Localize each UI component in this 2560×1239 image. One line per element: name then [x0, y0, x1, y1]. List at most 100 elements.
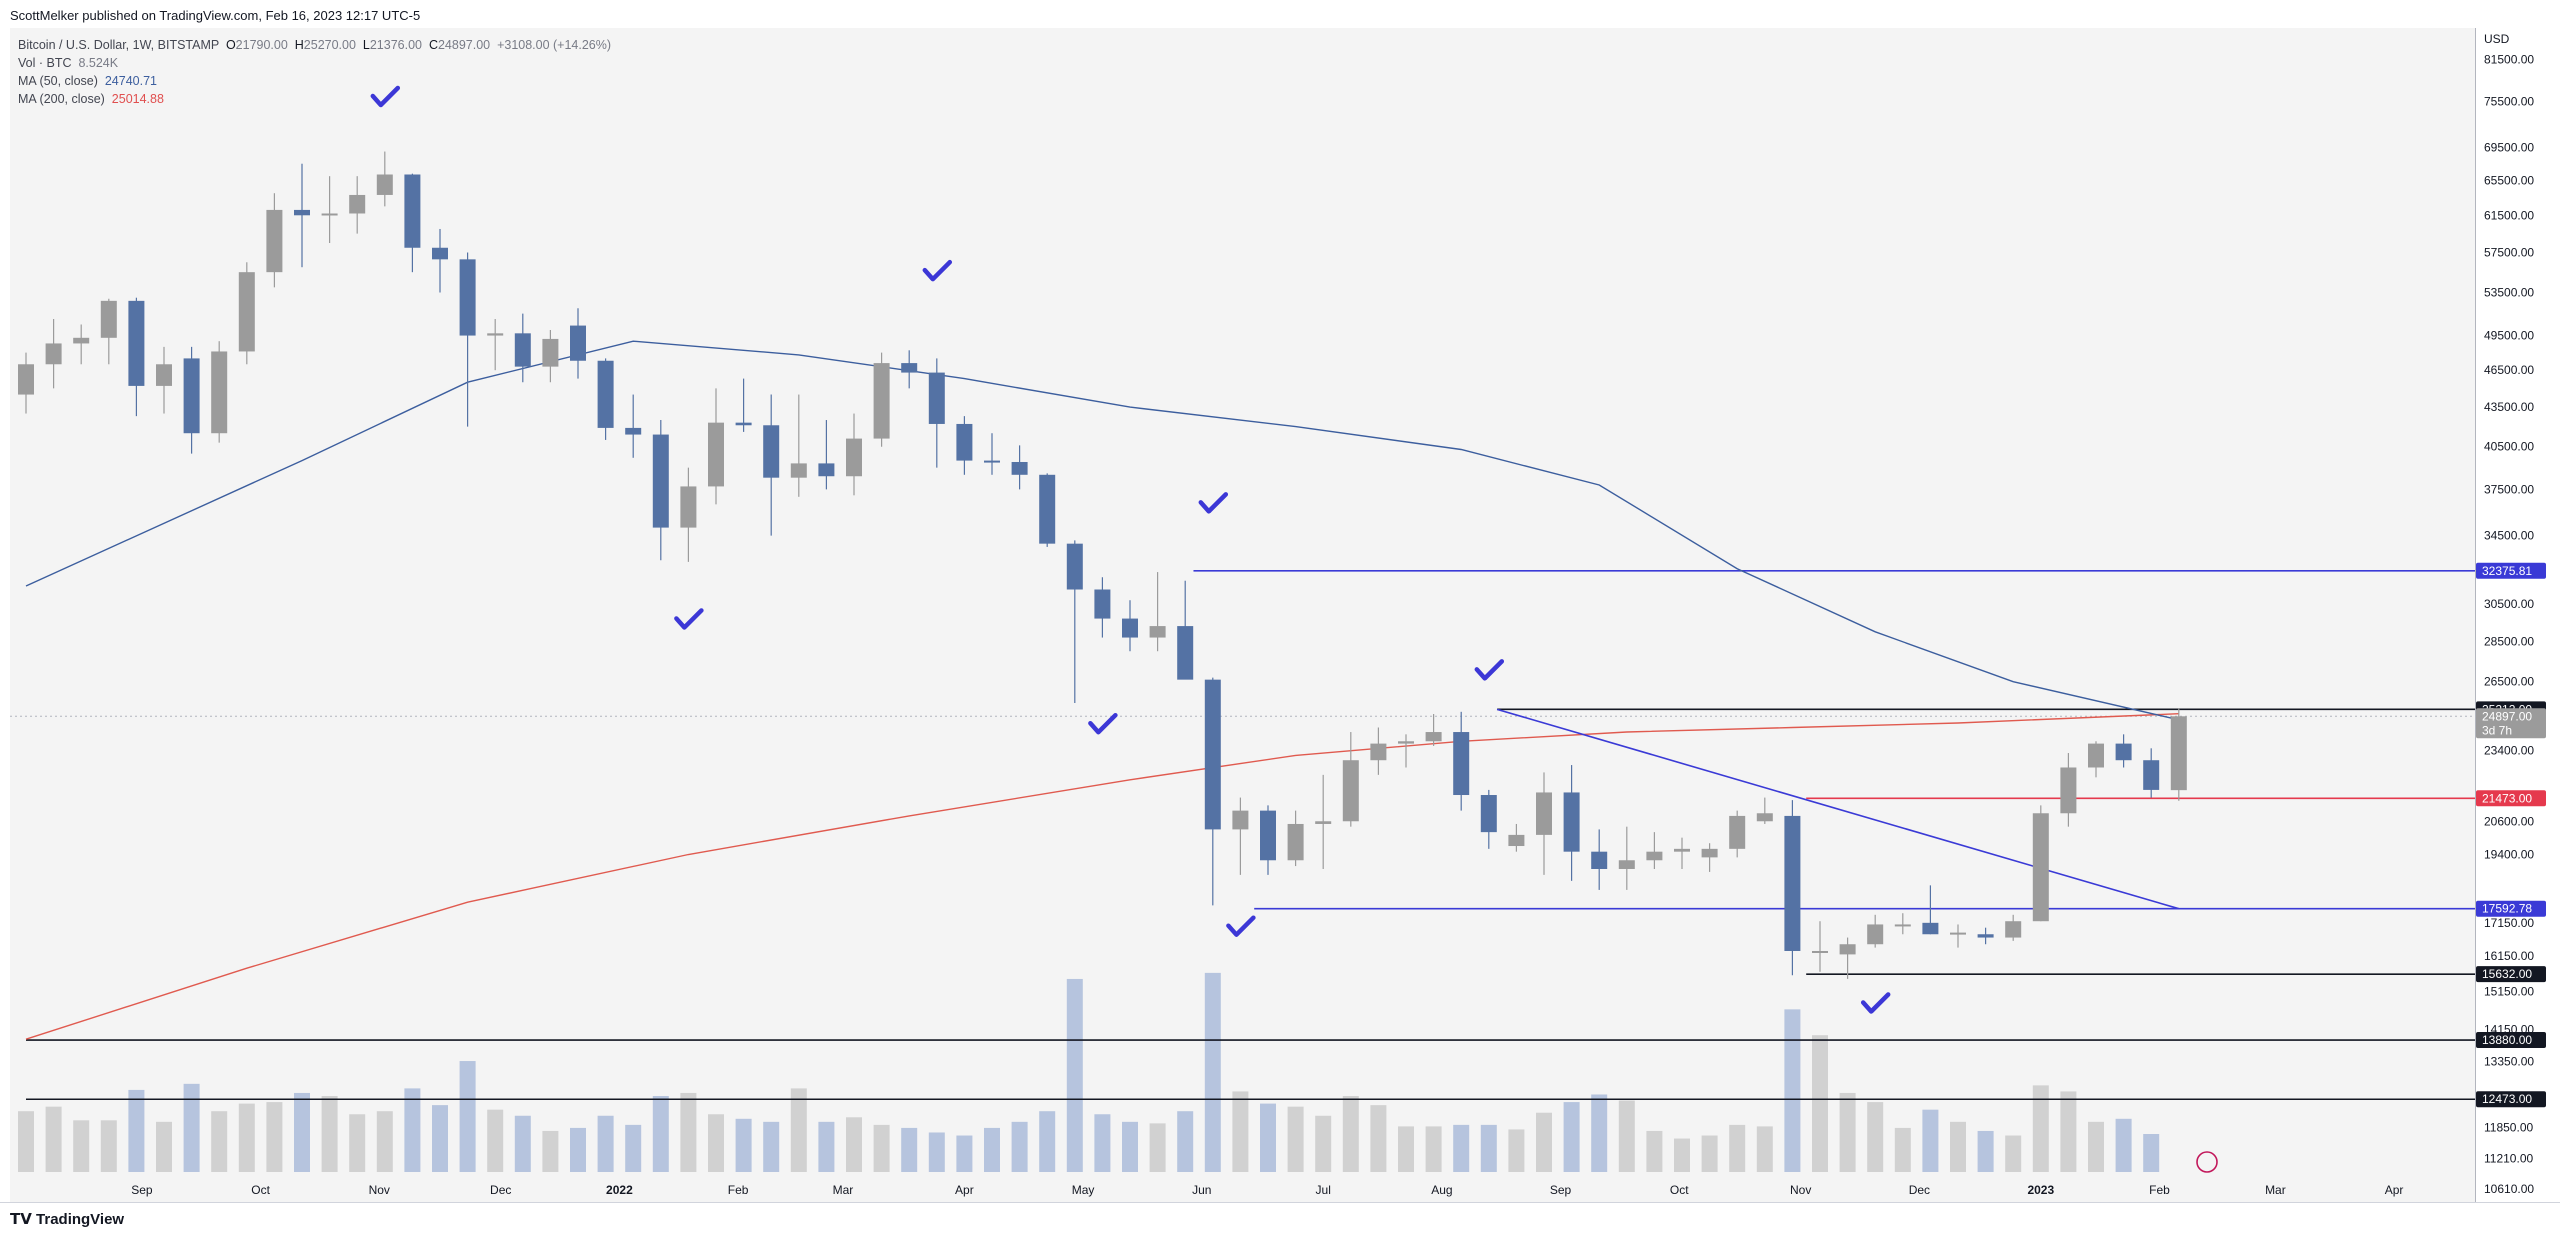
volume-value: 8.524K: [78, 56, 119, 70]
ohlc-close: 24897.00: [437, 38, 491, 52]
x-axis-label: Oct: [1670, 1183, 1689, 1197]
candle-body: [349, 194, 366, 214]
ma50-label[interactable]: MA (50, close): [18, 74, 98, 88]
volume-bar: [183, 1083, 200, 1172]
price-axis-svg[interactable]: 81500.00 75500.00 69500.00 65500.00 61500.00…: [2476, 28, 2560, 1202]
y-axis-label: 65500.00: [2484, 173, 2534, 187]
volume-bar: [901, 1127, 918, 1172]
volume-bar: [1784, 1009, 1801, 1172]
y-axis-label: 46500.00: [2484, 363, 2534, 377]
volume-bar: [1812, 1035, 1828, 1172]
candle-body: [597, 360, 614, 428]
symbol-name[interactable]: Bitcoin / U.S. Dollar, 1W, BITSTAMP: [18, 38, 219, 52]
chart-area[interactable]: Sep Oct Nov Dec 2022 Feb Mar Apr May Jun Jul Aug Sep…: [10, 28, 2475, 1202]
candle-body: [1315, 821, 1332, 824]
candle-body: [2170, 716, 2187, 791]
candle-body: [1977, 934, 1994, 938]
y-axis-label: 57500.00: [2484, 246, 2534, 260]
volume-bar: [597, 1115, 614, 1172]
y-axis-label: 26500.00: [2484, 675, 2534, 689]
candle-body: [1894, 924, 1911, 927]
ma200-label[interactable]: MA (200, close): [18, 92, 105, 106]
candle-body: [1729, 815, 1746, 849]
candle-body: [266, 209, 283, 273]
volume-bar: [128, 1089, 145, 1172]
volume-bar: [763, 1121, 780, 1172]
volume-bar: [404, 1088, 421, 1172]
candle-body: [1453, 732, 1470, 796]
candle-body: [1342, 760, 1359, 822]
candle-body: [238, 272, 255, 352]
volume-bar: [1094, 1114, 1111, 1172]
x-axis-label: Apr: [2385, 1183, 2404, 1197]
price-axis[interactable]: 81500.00 75500.00 69500.00 65500.00 61500.00…: [2475, 28, 2560, 1202]
price-tag: [2476, 562, 2546, 579]
volume-bar: [1480, 1124, 1497, 1172]
price-tag: [2476, 708, 2546, 739]
volume-label[interactable]: Vol · BTC: [18, 56, 72, 70]
price-chart[interactable]: Sep Oct Nov Dec 2022 Feb Mar Apr May Jun Jul Aug Sep…: [10, 28, 2475, 1202]
volume-bar: [2032, 1085, 2049, 1172]
y-axis-label: 16150.00: [2484, 949, 2534, 963]
symbol-line: Bitcoin / U.S. Dollar, 1W, BITSTAMP O217…: [18, 36, 611, 54]
candle-body: [404, 174, 421, 248]
candle-body: [156, 364, 172, 386]
candle-body: [1232, 810, 1249, 830]
candle-body: [1094, 589, 1111, 619]
y-axis-label: 61500.00: [2484, 208, 2534, 222]
volume-bar: [680, 1092, 697, 1172]
volume-bar: [625, 1124, 642, 1172]
y-axis-label: 34500.00: [2484, 529, 2534, 543]
tradingview-brand: TradingView: [36, 1211, 125, 1228]
volume-bar: [1398, 1126, 1414, 1172]
candle-body: [2032, 813, 2049, 922]
volume-bar: [570, 1127, 586, 1172]
candle-body: [2088, 743, 2104, 768]
candle-body: [73, 337, 90, 344]
volume-bar: [2143, 1134, 2160, 1172]
candle-body: [652, 434, 669, 528]
y-axis-label: 23400.00: [2484, 744, 2534, 758]
candle-body: [873, 363, 890, 439]
volume-bar: [1867, 1102, 1884, 1172]
candle-body: [432, 247, 448, 260]
candle-body: [763, 425, 780, 478]
checkmark-icon: [1088, 712, 1118, 735]
publisher-line: ScottMelker published on TradingView.com…: [10, 8, 421, 23]
volume-bar: [18, 1111, 34, 1172]
tradingview-logo[interactable]: 𝗧𝗩 TradingView: [10, 1210, 124, 1228]
price-tag-label: 24897.00: [2482, 709, 2532, 723]
x-axis-label: Aug: [1431, 1183, 1452, 1197]
volume-bar: [2115, 1118, 2132, 1172]
candle-body: [1839, 944, 1856, 955]
candle-body: [321, 213, 338, 216]
ohlc-open: 21790.00: [235, 38, 288, 52]
ohlc-h-label: H: [294, 38, 304, 52]
y-axis-label: 40500.00: [2484, 440, 2534, 454]
volume-bar: [1453, 1124, 1470, 1172]
volume-bar: [1370, 1105, 1387, 1172]
y-axis-label: 43500.00: [2484, 400, 2534, 414]
candle-body: [708, 422, 724, 487]
y-axis-label: 13350.00: [2484, 1055, 2534, 1069]
volume-bar: [349, 1114, 366, 1172]
x-axis-label: May: [1072, 1183, 1095, 1197]
price-tag-label: 12473.00: [2482, 1092, 2532, 1106]
volume-bar: [432, 1105, 448, 1172]
checkmark-icon: [1226, 915, 1256, 937]
y-axis-label: 10610.00: [2484, 1182, 2534, 1196]
y-axis-label: 19400.00: [2484, 848, 2534, 862]
candle-body: [1011, 461, 1028, 475]
candle-body: [818, 463, 835, 477]
volume-bar: [1287, 1106, 1304, 1172]
volume-line: Vol · BTC 8.524K: [18, 54, 611, 72]
candle-body: [1480, 795, 1497, 833]
candle-body: [1591, 851, 1608, 869]
candle-body: [790, 463, 807, 478]
candle-body: [1563, 792, 1580, 852]
volume-bar: [1508, 1129, 1525, 1172]
ohlc-l-label: L: [362, 38, 370, 52]
candle-body: [1950, 932, 1966, 935]
checkmark-icon: [922, 259, 953, 282]
y-axis-label: 53500.00: [2484, 286, 2534, 300]
